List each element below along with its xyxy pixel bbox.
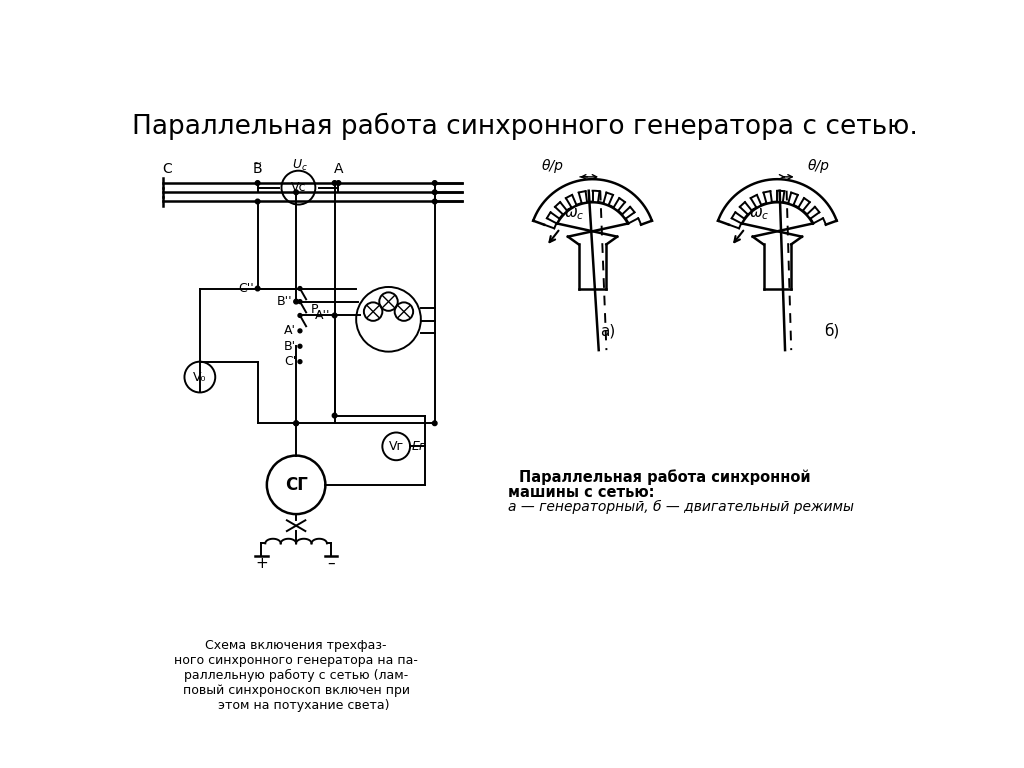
Text: Параллельная работа синхронного генератора с сетью.: Параллельная работа синхронного генерато…	[132, 113, 918, 141]
Text: а — генераторный, б — двигательный режимы: а — генераторный, б — двигательный режим…	[508, 500, 854, 515]
Text: B'': B''	[276, 295, 292, 308]
Text: Vс: Vс	[291, 181, 306, 194]
Circle shape	[267, 455, 326, 514]
Text: б): б)	[823, 323, 839, 339]
Text: θ/p: θ/p	[542, 159, 563, 173]
Circle shape	[432, 180, 437, 185]
Text: Параллельная работа синхронной: Параллельная работа синхронной	[519, 469, 811, 485]
Circle shape	[333, 413, 337, 418]
Text: A': A'	[284, 324, 296, 337]
Circle shape	[432, 190, 437, 194]
Text: –: –	[327, 556, 335, 571]
Text: A: A	[334, 162, 343, 176]
Circle shape	[184, 362, 215, 392]
Text: C': C'	[284, 355, 296, 368]
Text: C: C	[163, 162, 172, 176]
Circle shape	[294, 421, 298, 425]
Text: +: +	[255, 556, 268, 571]
Circle shape	[255, 286, 260, 291]
Circle shape	[294, 300, 298, 304]
Circle shape	[356, 287, 421, 352]
Text: Схема включения трехфаз-
ного синхронного генератора на па-
раллельную работу с : Схема включения трехфаз- ного синхронног…	[174, 639, 418, 712]
Text: $U_c$: $U_c$	[292, 158, 308, 174]
Text: машины с сетью:: машины с сетью:	[508, 485, 654, 500]
Circle shape	[336, 180, 341, 185]
Text: θ/p: θ/p	[808, 159, 830, 173]
Text: B: B	[253, 162, 262, 176]
Text: Eг: Eг	[412, 440, 427, 453]
Circle shape	[255, 199, 260, 204]
Circle shape	[432, 199, 437, 204]
Circle shape	[294, 190, 298, 194]
Circle shape	[298, 329, 302, 333]
Text: Р: Р	[310, 303, 318, 316]
Text: $\omega_c$: $\omega_c$	[564, 207, 585, 222]
Circle shape	[255, 180, 260, 185]
Circle shape	[333, 180, 337, 185]
Circle shape	[298, 359, 302, 363]
Text: Vг: Vг	[389, 440, 403, 453]
Circle shape	[333, 313, 337, 318]
Circle shape	[294, 421, 298, 425]
Circle shape	[298, 286, 302, 290]
Text: а): а)	[600, 323, 615, 339]
Circle shape	[298, 313, 302, 317]
Circle shape	[382, 432, 410, 460]
Circle shape	[298, 344, 302, 348]
Circle shape	[298, 300, 302, 303]
Circle shape	[432, 421, 437, 425]
Text: B': B'	[284, 339, 296, 353]
Text: $\omega_c$: $\omega_c$	[749, 207, 769, 222]
Circle shape	[282, 170, 315, 204]
Text: A'': A''	[315, 309, 331, 322]
Text: ~: ~	[253, 159, 262, 169]
Text: C'': C''	[238, 282, 254, 295]
Text: СГ: СГ	[285, 476, 307, 494]
Text: V₀: V₀	[194, 371, 207, 383]
